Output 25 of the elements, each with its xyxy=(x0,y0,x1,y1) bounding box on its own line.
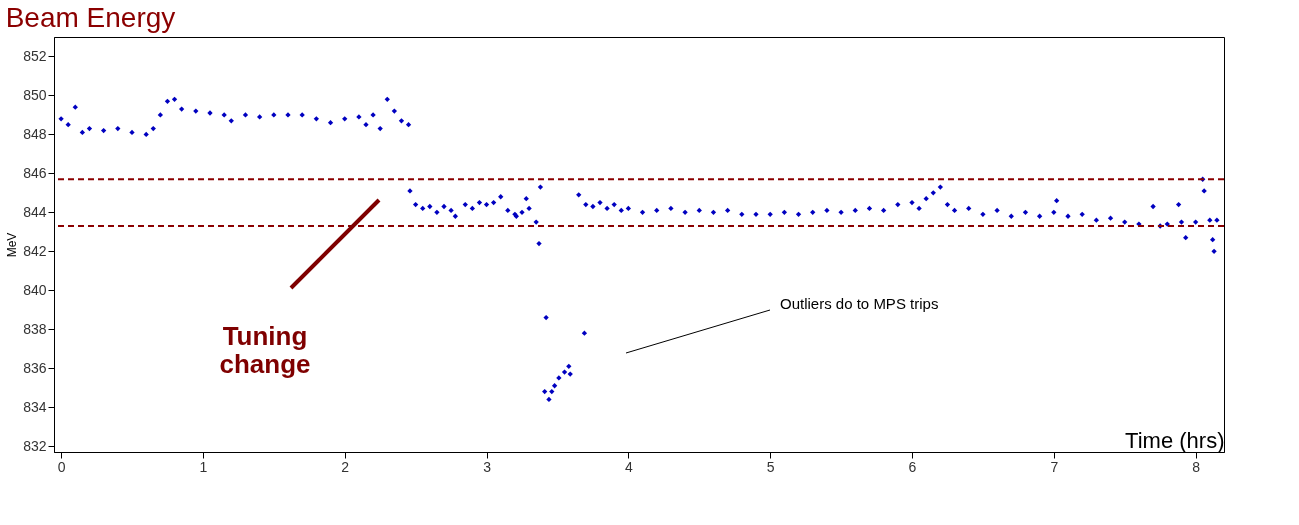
x-tick-label: 0 xyxy=(57,458,66,475)
chart-title: Beam Energy xyxy=(5,2,176,33)
y-axis-title: MeV xyxy=(5,232,20,258)
y-tick-label: 844 xyxy=(23,203,47,220)
x-tick-label: 6 xyxy=(908,458,917,475)
y-tick-label: 842 xyxy=(23,242,47,259)
x-axis-title: Time (hrs) xyxy=(1125,427,1225,453)
annotation: Outliers do to MPS trips xyxy=(780,295,939,312)
x-tick-label: 5 xyxy=(766,458,775,475)
y-tick-label: 850 xyxy=(23,86,47,103)
y-tick-label: 852 xyxy=(23,47,47,64)
y-tick-label: 840 xyxy=(23,281,47,298)
y-tick-label: 848 xyxy=(23,125,47,142)
y-tick-label: 846 xyxy=(23,164,47,181)
x-tick-label: 4 xyxy=(624,458,633,475)
x-tick-label: 3 xyxy=(483,458,492,475)
y-tick-label: 834 xyxy=(23,398,47,415)
y-tick-label: 836 xyxy=(23,359,47,376)
x-tick-label: 8 xyxy=(1192,458,1201,475)
x-tick-label: 2 xyxy=(341,458,350,475)
x-tick-label: 7 xyxy=(1050,458,1059,475)
x-tick-label: 1 xyxy=(199,458,208,475)
y-tick-label: 838 xyxy=(23,320,47,337)
annotation: Tuning change xyxy=(219,321,311,379)
y-tick-label: 832 xyxy=(23,437,47,454)
